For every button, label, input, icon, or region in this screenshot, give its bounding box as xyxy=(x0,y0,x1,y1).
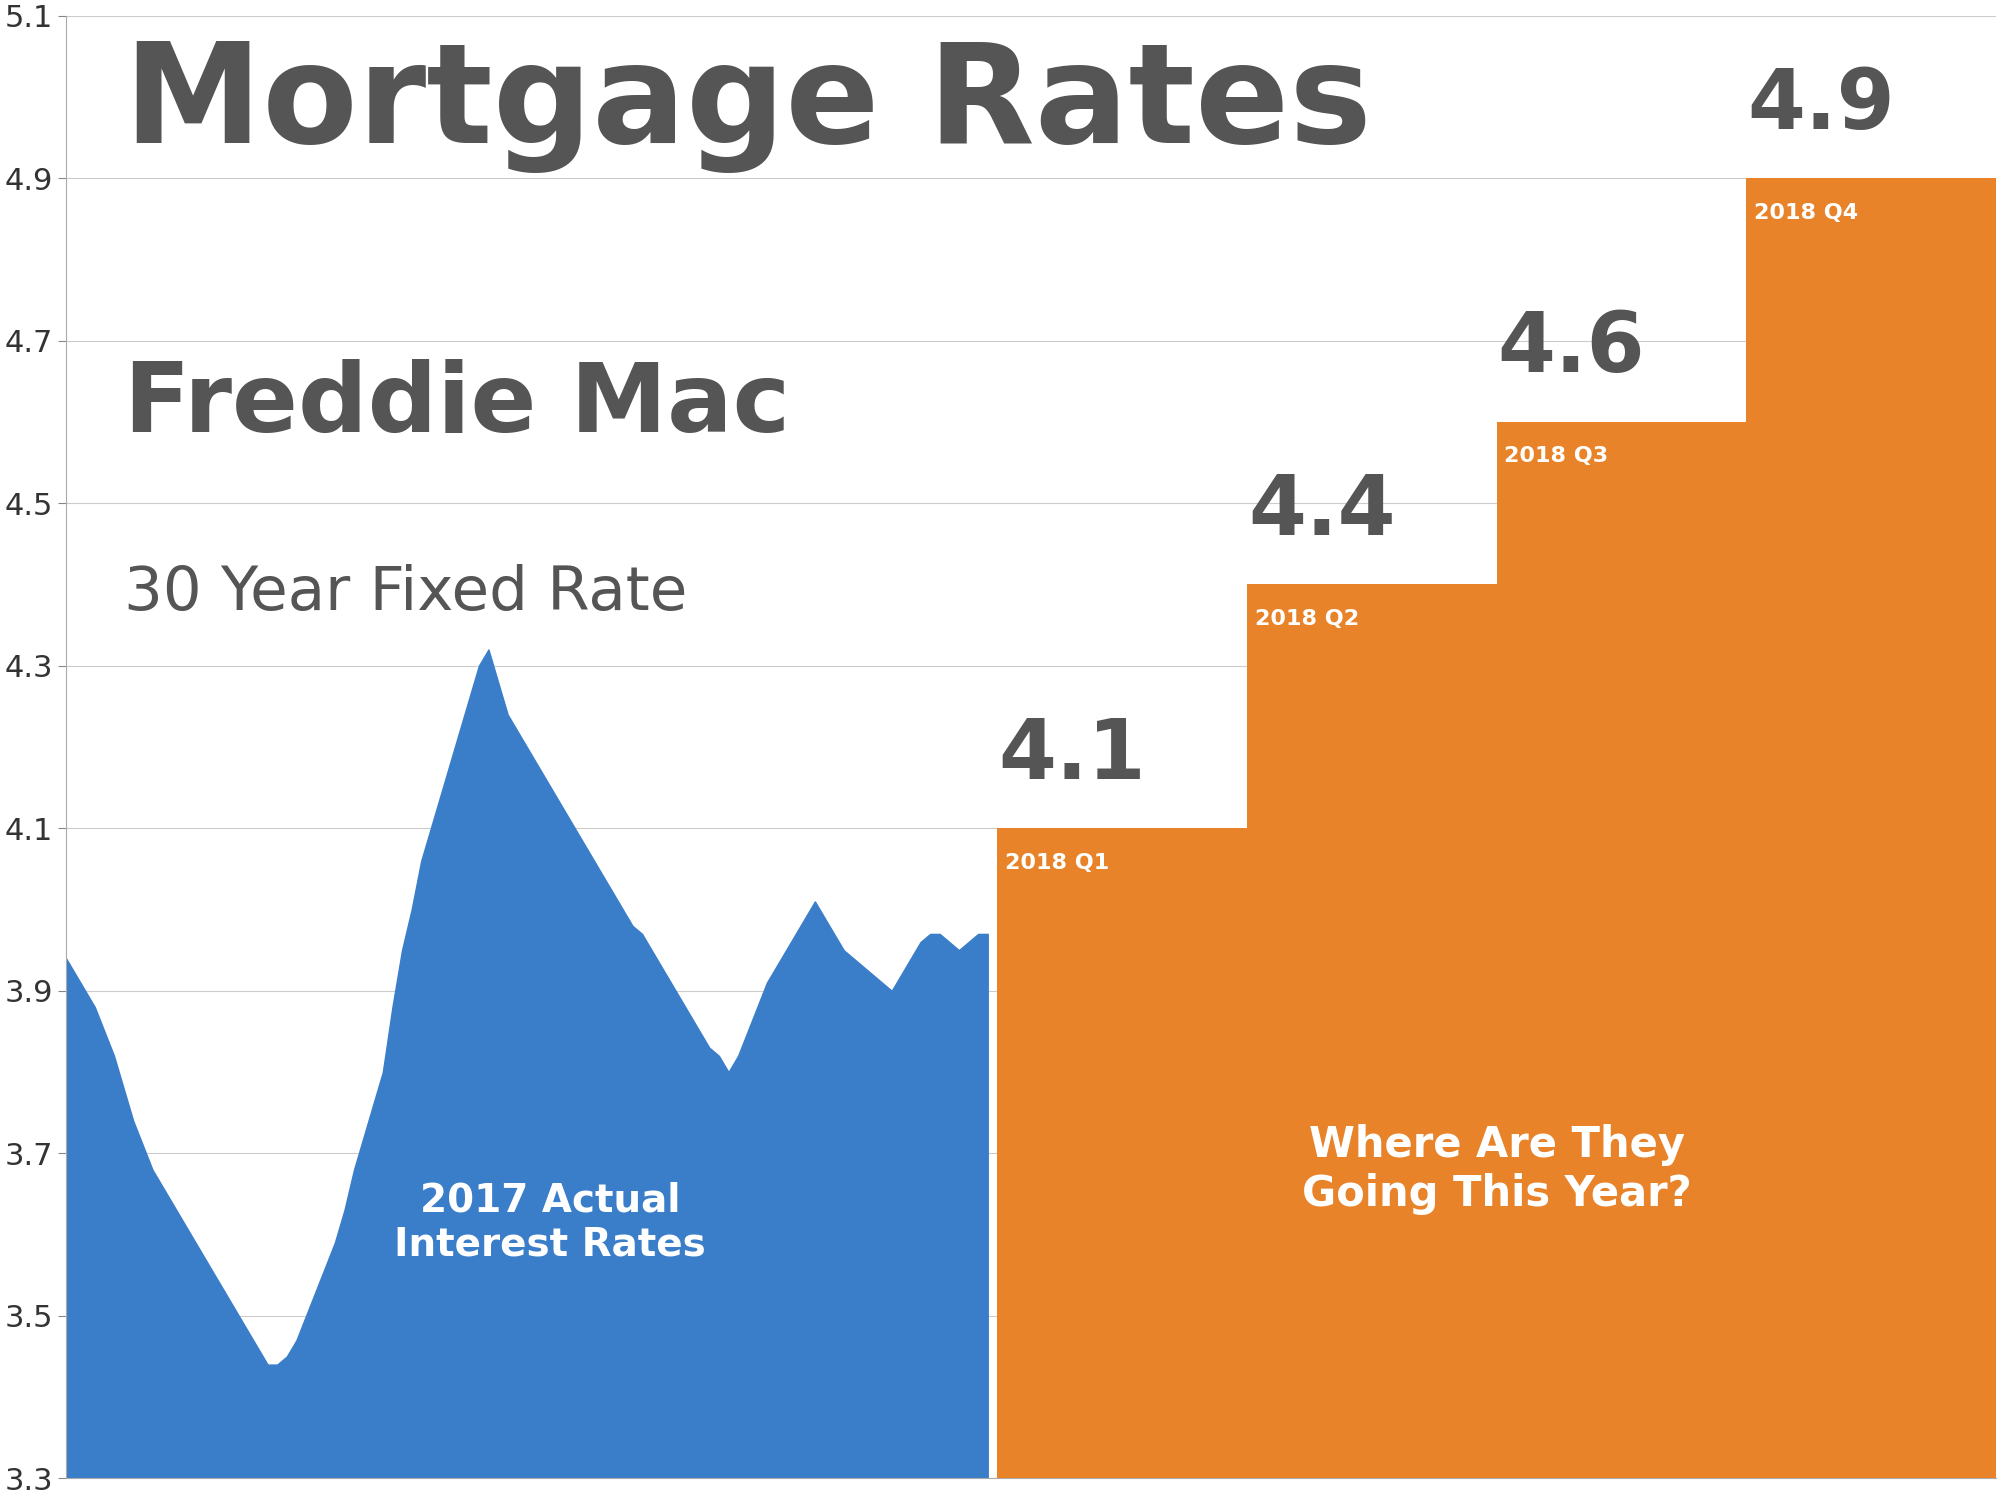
Bar xyxy=(1746,178,1996,1479)
Text: 2018 Q3: 2018 Q3 xyxy=(1504,447,1608,466)
Bar xyxy=(1246,585,1496,1479)
Text: 4.6: 4.6 xyxy=(1498,309,1646,390)
Text: 4.1: 4.1 xyxy=(998,716,1146,797)
Text: 2017 Actual
Interest Rates: 2017 Actual Interest Rates xyxy=(394,1182,706,1263)
Bar xyxy=(1496,422,1746,1479)
Text: 2018 Q2: 2018 Q2 xyxy=(1254,609,1358,628)
Text: 4.9: 4.9 xyxy=(1748,64,1894,146)
Text: 30 Year Fixed Rate: 30 Year Fixed Rate xyxy=(124,564,688,622)
Text: 4.4: 4.4 xyxy=(1248,471,1396,552)
Text: 2018 Q4: 2018 Q4 xyxy=(1754,202,1858,222)
Text: Where Are They
Going This Year?: Where Are They Going This Year? xyxy=(1302,1124,1692,1215)
Bar xyxy=(998,828,1246,1479)
Text: Freddie Mac: Freddie Mac xyxy=(124,360,790,453)
Text: 2018 Q1: 2018 Q1 xyxy=(1004,852,1110,873)
Text: Mortgage Rates: Mortgage Rates xyxy=(124,38,1372,172)
